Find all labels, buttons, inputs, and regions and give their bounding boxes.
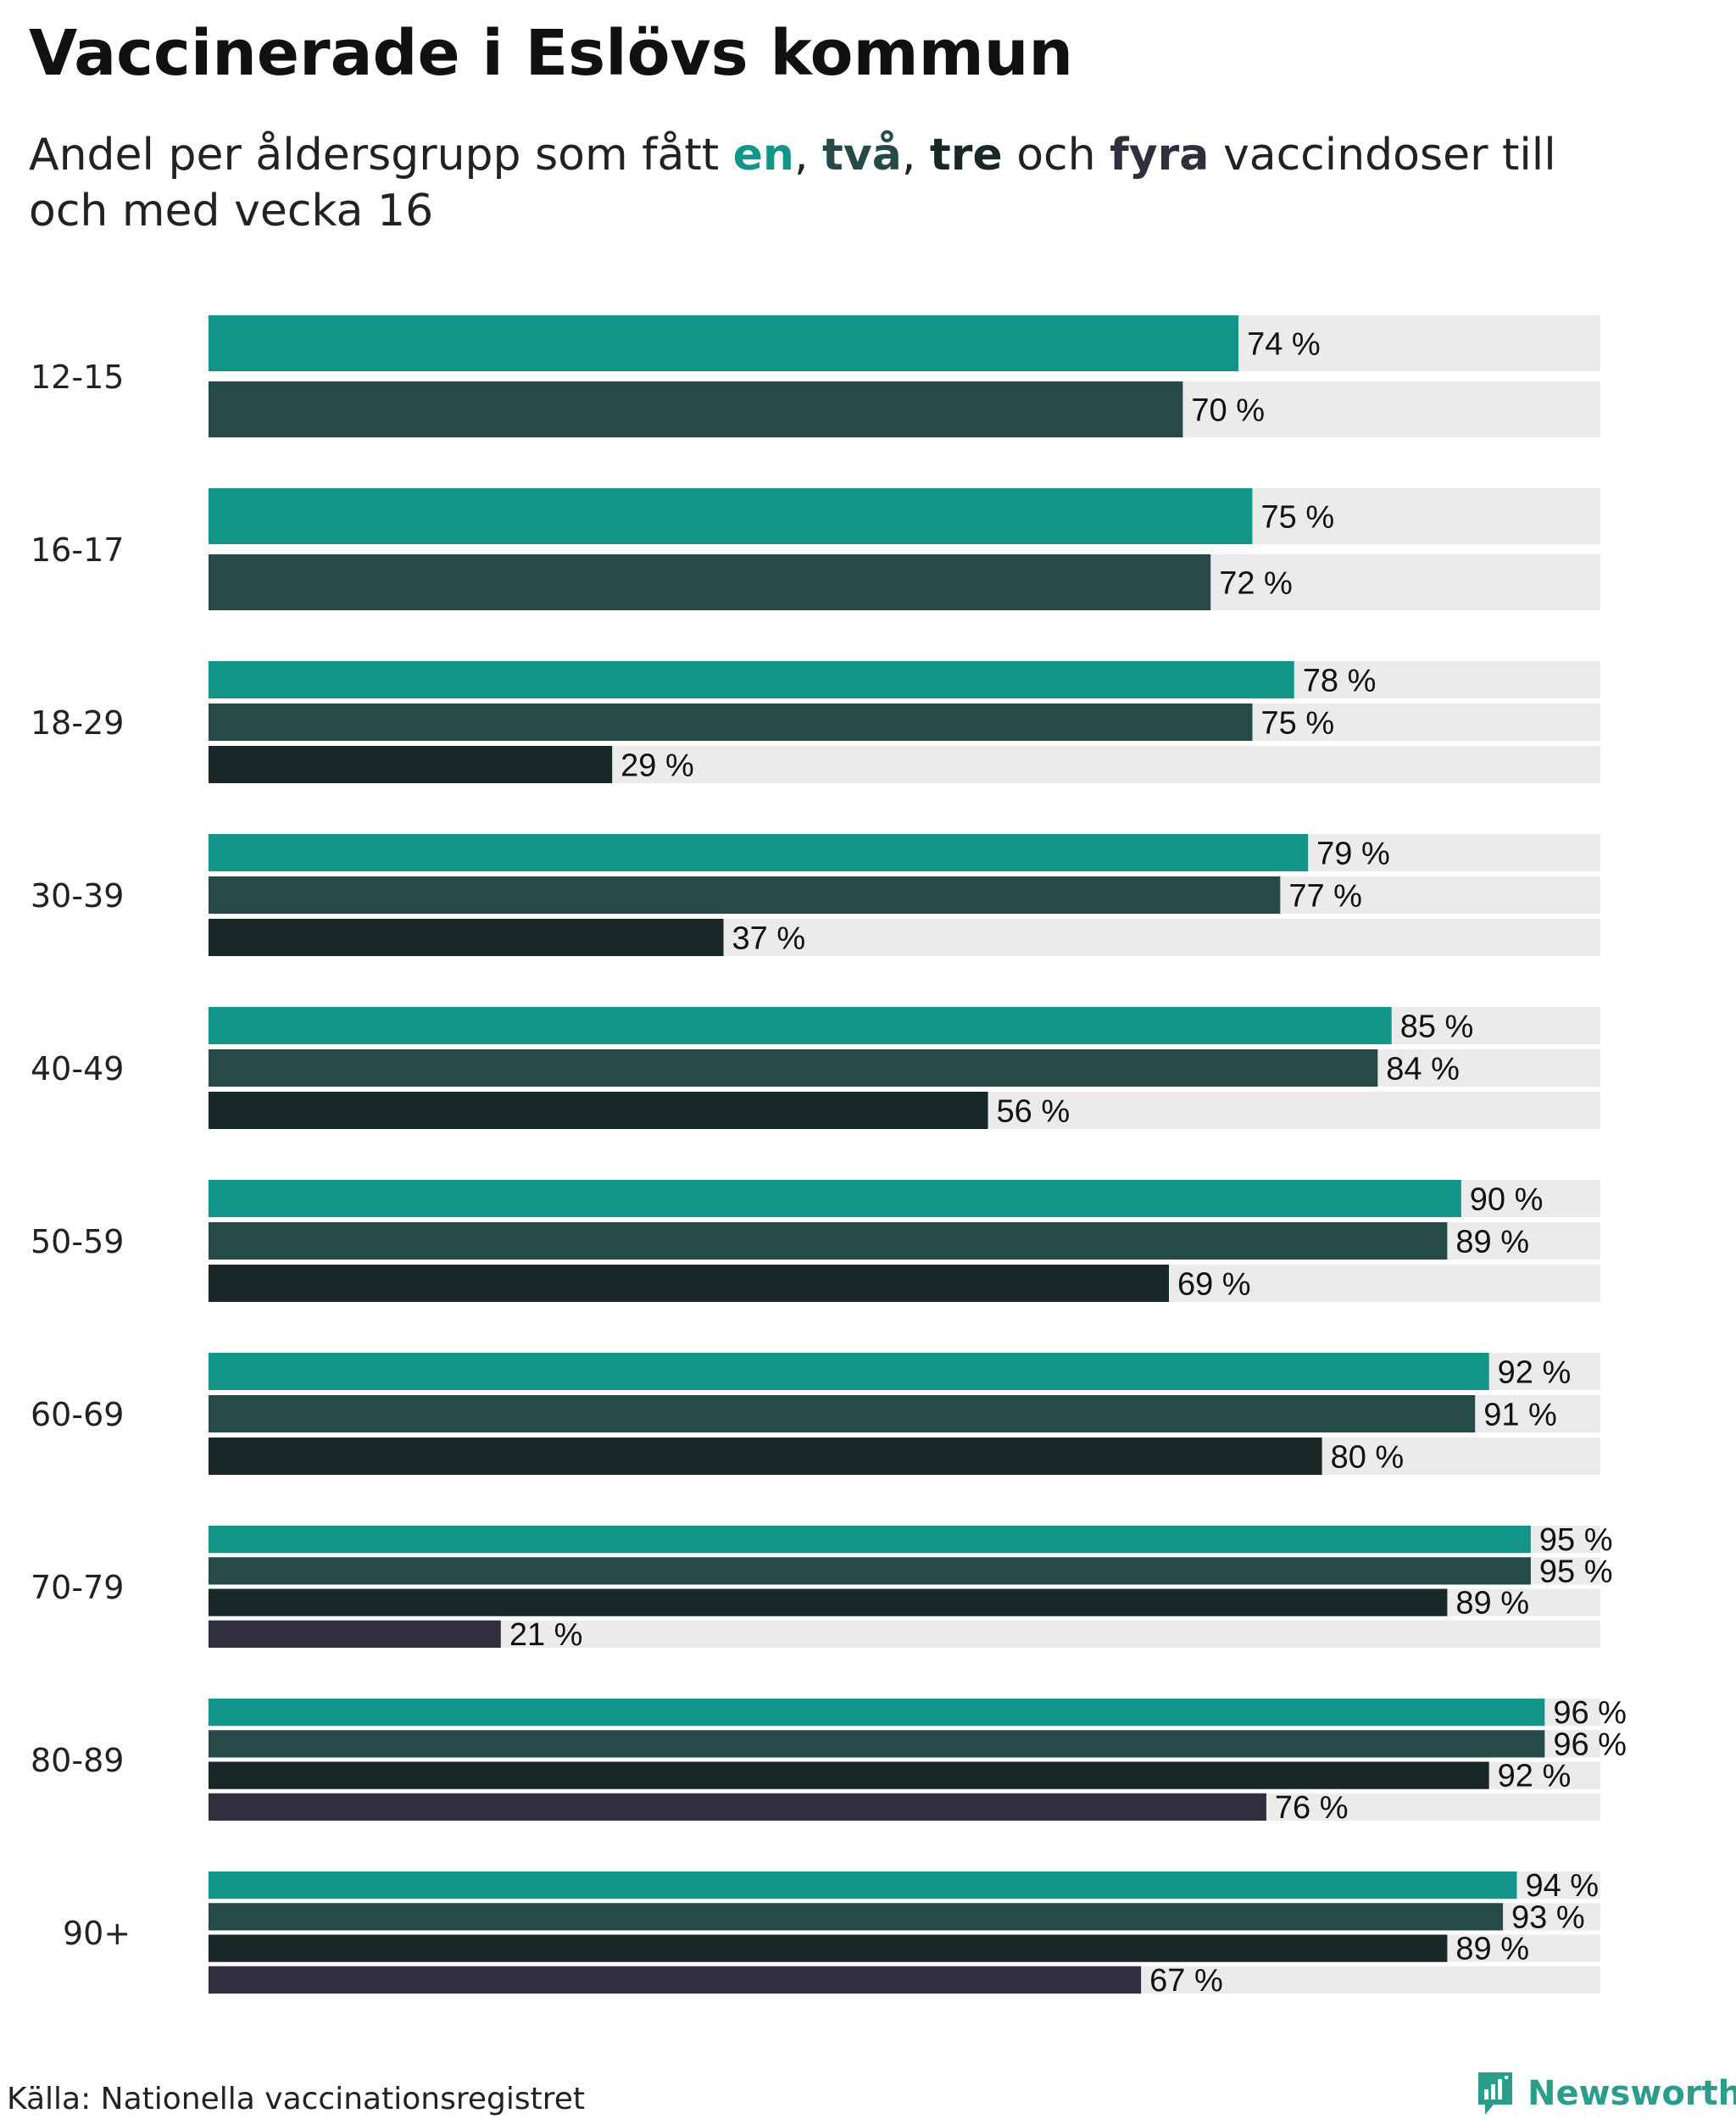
value-label: 80 % [1331,1440,1405,1476]
value-label: 90 % [1470,1182,1544,1218]
bar-two-doses [209,1222,1448,1260]
value-label: 37 % [732,921,806,957]
value-label: 76 % [1275,1790,1349,1826]
bar-one-dose [209,488,1253,544]
bar-one-dose [209,1180,1461,1217]
category-label: 60-69 [31,1396,124,1433]
bar-three-doses [209,1438,1322,1475]
value-label: 69 % [1177,1267,1251,1303]
bar-one-dose [209,1526,1531,1554]
category-label: 50-59 [31,1223,124,1260]
legend-one-dose: en [732,130,794,181]
value-label: 75 % [1261,500,1335,536]
category-label: 70-79 [31,1569,124,1606]
bar-one-dose [209,661,1294,698]
value-label: 79 % [1316,837,1390,872]
bar-three-doses [209,919,724,956]
bar-three-doses [209,1761,1489,1789]
category-label: 40-49 [31,1050,124,1087]
chart-subtitle: Andel per åldersgrupp som fått en, två, … [29,127,1639,239]
subtitle-text-start: Andel per åldersgrupp som fått [29,130,720,181]
legend-two-doses: två [822,130,902,181]
subtitle-separator: , [793,130,809,181]
legend-three-doses: tre [929,130,1003,181]
bar-three-doses [209,1934,1448,1962]
category-label: 18-29 [31,704,124,742]
value-label: 67 % [1149,1963,1223,1999]
bar-three-doses [209,1588,1448,1616]
value-label: 89 % [1455,1586,1529,1621]
value-label: 95 % [1539,1554,1613,1589]
bar-two-doses [209,876,1281,914]
value-label: 96 % [1553,1727,1627,1762]
category-label: 90+ [63,1915,131,1952]
value-label: 91 % [1483,1398,1557,1433]
subtitle-conjunction: och [1016,130,1096,181]
bar-two-doses [209,1730,1545,1758]
category-label: 12-15 [31,359,124,396]
bar-one-dose [209,315,1239,371]
value-label: 95 % [1539,1522,1613,1558]
subtitle-separator: , [901,130,916,181]
value-label: 84 % [1386,1052,1460,1087]
value-label: 85 % [1400,1009,1474,1045]
bar-one-dose [209,834,1309,871]
category-label: 16-17 [31,531,124,569]
bar-two-doses [209,1557,1531,1585]
bar-one-dose [209,1353,1489,1390]
bar-one-dose [209,1007,1392,1044]
bar-one-dose [209,1872,1517,1899]
value-label: 56 % [997,1094,1071,1130]
value-label: 89 % [1455,1225,1529,1260]
bar-four-doses [209,1620,501,1648]
source-text: Källa: Nationella vaccinationsregistret [7,2082,585,2116]
value-label: 93 % [1511,1899,1585,1935]
bar-two-doses [209,554,1211,610]
value-label: 72 % [1219,566,1293,602]
bar-four-doses [209,1966,1142,1994]
value-label: 70 % [1191,393,1265,429]
value-label: 75 % [1261,706,1335,742]
value-label: 21 % [509,1617,583,1653]
value-label: 29 % [620,748,694,784]
bar-two-doses [209,1395,1476,1432]
value-label: 74 % [1247,327,1321,363]
bar-four-doses [209,1793,1266,1821]
bar-two-doses [209,1049,1378,1087]
value-label: 96 % [1553,1695,1627,1731]
value-label: 94 % [1525,1868,1599,1904]
subtitle-text-end: vaccindoser till och med vecka 16 [29,130,1556,236]
category-label: 80-89 [31,1742,124,1779]
bar-three-doses [209,746,613,783]
bar-two-doses [209,1903,1504,1931]
category-label: 30-39 [31,877,124,915]
brand-logo: Newsworthy [1475,2068,1736,2119]
chart-title: Vaccinerade i Eslövs kommun [29,17,1074,90]
legend-four-doses: fyra [1110,130,1210,181]
bar-two-doses [209,381,1183,437]
brand-name: Newsworthy [1527,2074,1736,2113]
value-label: 78 % [1303,664,1377,699]
source-note: Källa: Nationella vaccinationsregistret [0,2081,585,2118]
bar-three-doses [209,1265,1169,1302]
value-label: 89 % [1455,1932,1529,1967]
newsworthy-logo-icon [1478,2072,1512,2115]
value-label: 92 % [1498,1759,1572,1794]
value-label: 77 % [1288,879,1362,915]
bar-two-doses [209,704,1253,741]
bar-three-doses [209,1092,988,1129]
value-label: 92 % [1498,1355,1572,1391]
bar-one-dose [209,1699,1545,1727]
